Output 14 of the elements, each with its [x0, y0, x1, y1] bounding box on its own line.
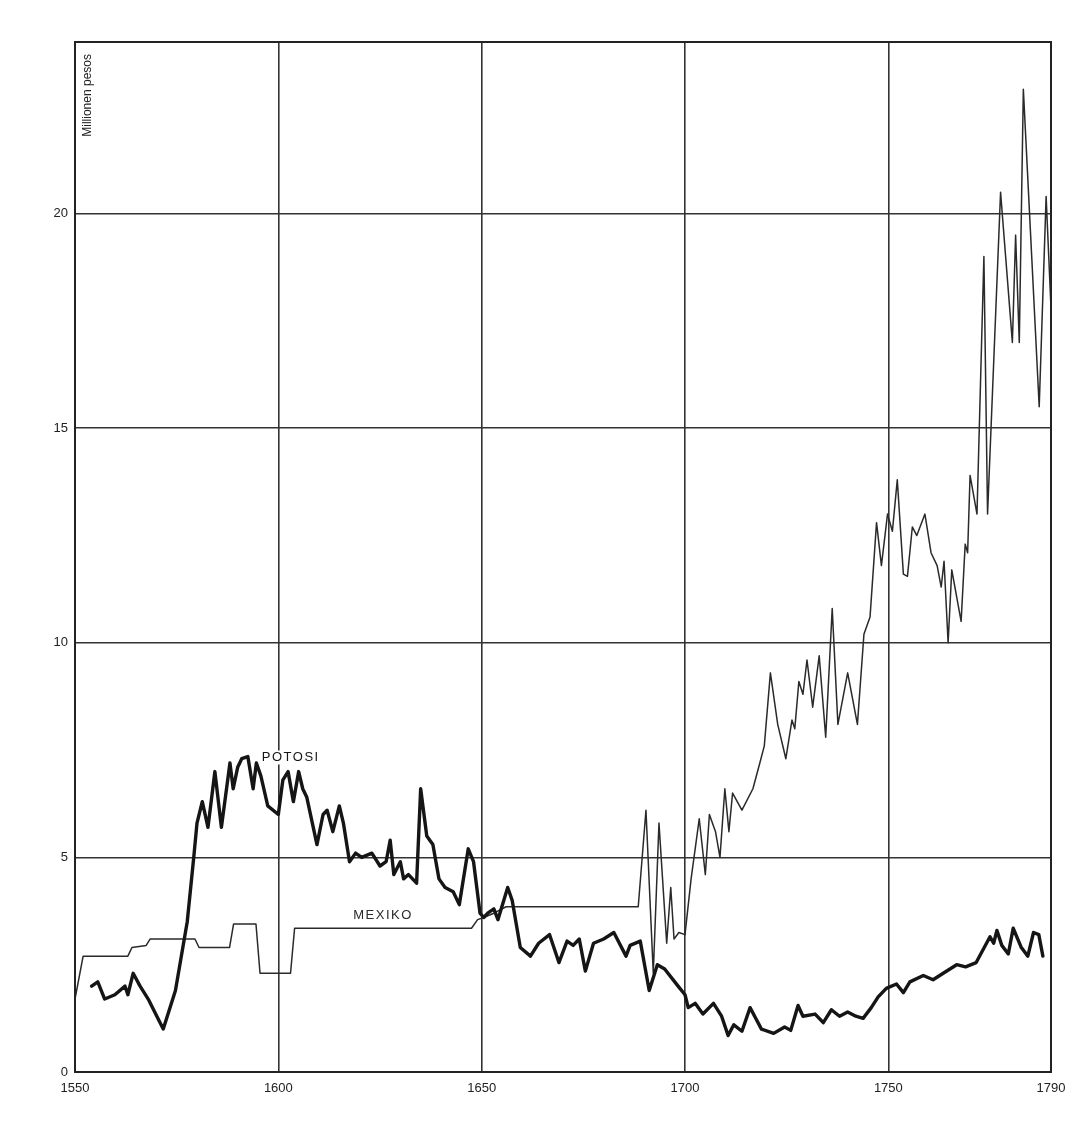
x-tick-label: 1600: [263, 1080, 293, 1096]
y-axis-title: Millionen pesos: [80, 54, 95, 137]
x-tick-label: 1790: [1036, 1080, 1066, 1096]
y-tick-label: 20: [53, 205, 68, 221]
x-tick-label: 1650: [467, 1080, 497, 1096]
series-label: POTOSI: [261, 749, 320, 765]
x-tick-label: 1550: [60, 1080, 90, 1096]
y-tick-label: 0: [60, 1063, 68, 1079]
y-tick-label: 10: [53, 634, 68, 650]
y-tick-label: 15: [53, 419, 68, 435]
x-tick-label: 1700: [670, 1080, 700, 1096]
series-label: MEXIKO: [353, 906, 413, 922]
y-tick-label: 5: [60, 848, 68, 864]
x-tick-label: 1750: [873, 1080, 903, 1096]
